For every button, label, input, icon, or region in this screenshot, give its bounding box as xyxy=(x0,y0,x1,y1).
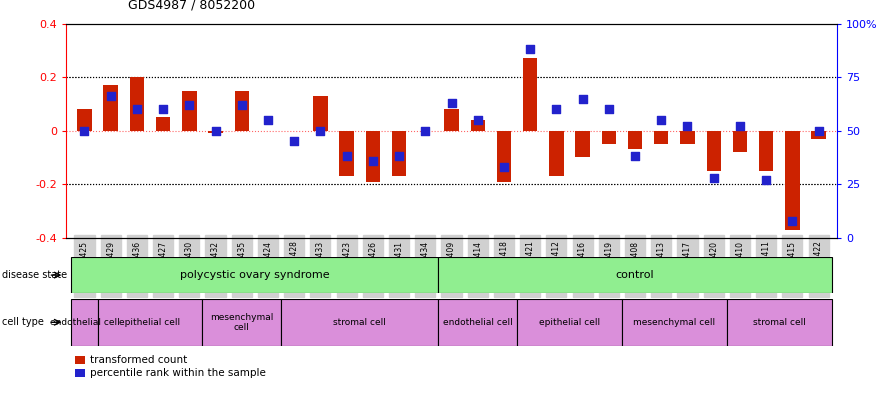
Point xyxy=(182,102,196,108)
Bar xyxy=(602,130,616,144)
Text: epithelial cell: epithelial cell xyxy=(120,318,181,327)
Point xyxy=(655,117,669,123)
Bar xyxy=(785,130,800,230)
Point xyxy=(209,127,223,134)
Text: transformed count: transformed count xyxy=(90,355,187,365)
Point xyxy=(104,93,118,99)
Text: endothelial cell: endothelial cell xyxy=(443,318,513,327)
Bar xyxy=(523,59,537,130)
Point xyxy=(261,117,275,123)
Text: endothelial cell: endothelial cell xyxy=(49,318,119,327)
Bar xyxy=(208,130,223,133)
Bar xyxy=(622,299,727,346)
Bar xyxy=(98,299,203,346)
Text: GDS4987 / 8052200: GDS4987 / 8052200 xyxy=(128,0,255,12)
Point xyxy=(418,127,433,134)
Bar xyxy=(103,85,118,130)
Point xyxy=(811,127,825,134)
Bar xyxy=(314,96,328,130)
Point xyxy=(130,106,144,112)
Bar xyxy=(392,130,406,176)
Point xyxy=(550,106,564,112)
Text: epithelial cell: epithelial cell xyxy=(539,318,600,327)
Point xyxy=(234,102,248,108)
Bar xyxy=(78,109,92,130)
Bar xyxy=(71,299,98,346)
Bar xyxy=(234,90,249,130)
Text: mesenchymal cell: mesenchymal cell xyxy=(633,318,715,327)
Point xyxy=(366,158,380,164)
Bar xyxy=(366,130,380,182)
Point xyxy=(759,177,774,183)
Point xyxy=(287,138,301,145)
Point xyxy=(602,106,616,112)
Bar xyxy=(470,120,485,130)
Bar xyxy=(707,130,721,171)
Bar xyxy=(339,130,354,176)
Bar xyxy=(71,257,439,293)
Bar xyxy=(654,130,669,144)
Bar xyxy=(628,130,642,149)
Bar xyxy=(680,130,695,144)
Bar xyxy=(156,117,170,130)
Point xyxy=(339,153,353,160)
Bar xyxy=(811,130,825,139)
Text: percentile rank within the sample: percentile rank within the sample xyxy=(90,368,266,378)
Point xyxy=(785,217,799,224)
Point xyxy=(156,106,170,112)
Bar xyxy=(759,130,774,171)
Text: disease state: disease state xyxy=(2,270,67,280)
Point xyxy=(314,127,328,134)
Point xyxy=(392,153,406,160)
Bar xyxy=(130,77,144,130)
Point xyxy=(497,164,511,170)
Bar xyxy=(439,257,832,293)
Point xyxy=(680,123,694,130)
Bar xyxy=(439,299,517,346)
Text: polycystic ovary syndrome: polycystic ovary syndrome xyxy=(180,270,329,280)
Point xyxy=(575,95,589,102)
Point xyxy=(707,174,721,181)
Text: cell type: cell type xyxy=(2,317,44,327)
Bar xyxy=(281,299,439,346)
Bar xyxy=(733,130,747,152)
Bar xyxy=(182,90,196,130)
Bar xyxy=(497,130,511,182)
Bar xyxy=(203,299,281,346)
Point xyxy=(523,46,537,52)
Point xyxy=(78,127,92,134)
Bar xyxy=(727,299,832,346)
Text: mesenchymal
cell: mesenchymal cell xyxy=(210,312,273,332)
Bar xyxy=(549,130,564,176)
Point xyxy=(628,153,642,160)
Text: control: control xyxy=(616,270,655,280)
Bar xyxy=(517,299,622,346)
Point xyxy=(470,117,485,123)
Text: stromal cell: stromal cell xyxy=(753,318,806,327)
Point xyxy=(444,100,458,106)
Text: stromal cell: stromal cell xyxy=(333,318,386,327)
Bar xyxy=(444,109,459,130)
Point xyxy=(733,123,747,130)
Bar xyxy=(575,130,589,158)
